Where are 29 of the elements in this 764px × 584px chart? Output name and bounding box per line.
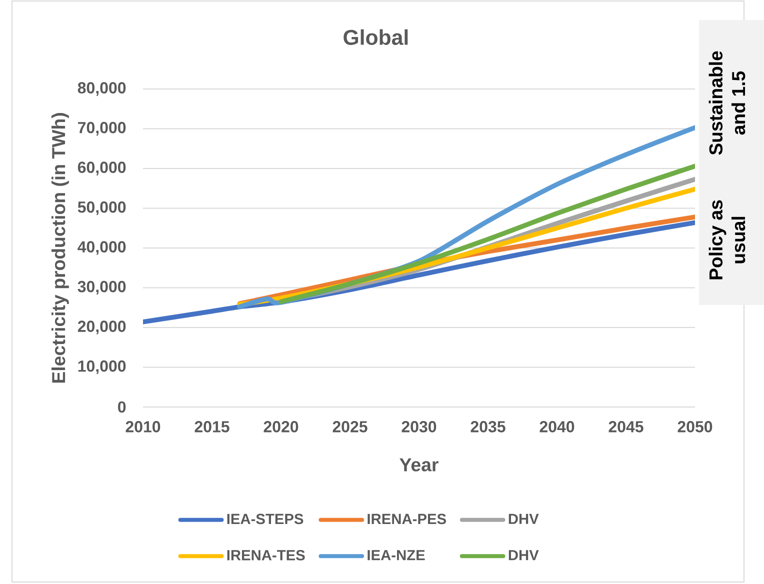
legend-label: DHV [508, 514, 539, 524]
y-tick-label: 60,000 [78, 162, 126, 176]
x-tick-label: 2040 [540, 421, 574, 432]
y-tick-label: 0 [118, 401, 126, 413]
x-tick-label: 2015 [194, 421, 230, 432]
x-tick-label: 2030 [402, 421, 436, 432]
x-tick-label: 2035 [470, 421, 506, 432]
x-tick-label: 2045 [608, 421, 644, 432]
text: Sustainable and 1.5 [708, 51, 746, 155]
chart-title: Global [344, 29, 408, 45]
y-tick-label: 50,000 [78, 201, 126, 216]
y-tick-label: 10,000 [78, 360, 126, 374]
text: Policy as usual [708, 200, 746, 280]
legend-label: IRENA-TES [227, 550, 305, 560]
x-tick-label: 2020 [264, 421, 298, 432]
x-axis-title: Year [400, 458, 438, 472]
y-tick-label: 80,000 [78, 82, 126, 96]
y-tick-label: 20,000 [78, 320, 126, 334]
y-tick-label: 30,000 [78, 280, 126, 295]
x-tick-label: 2025 [332, 421, 368, 432]
x-tick-label: 2010 [126, 421, 160, 432]
legend-label: IEA-STEPS [227, 514, 304, 524]
y-axis-title: Electricity production (in TWh) [52, 113, 69, 383]
y-tick-label: 40,000 [78, 241, 126, 255]
legend-label: IRENA-PES [368, 514, 446, 524]
y-tick-label: 70,000 [78, 122, 126, 136]
legend-label: IEA-NZE [368, 550, 425, 560]
x-tick-label: 2050 [678, 421, 712, 432]
legend-label: DHV [508, 550, 539, 560]
